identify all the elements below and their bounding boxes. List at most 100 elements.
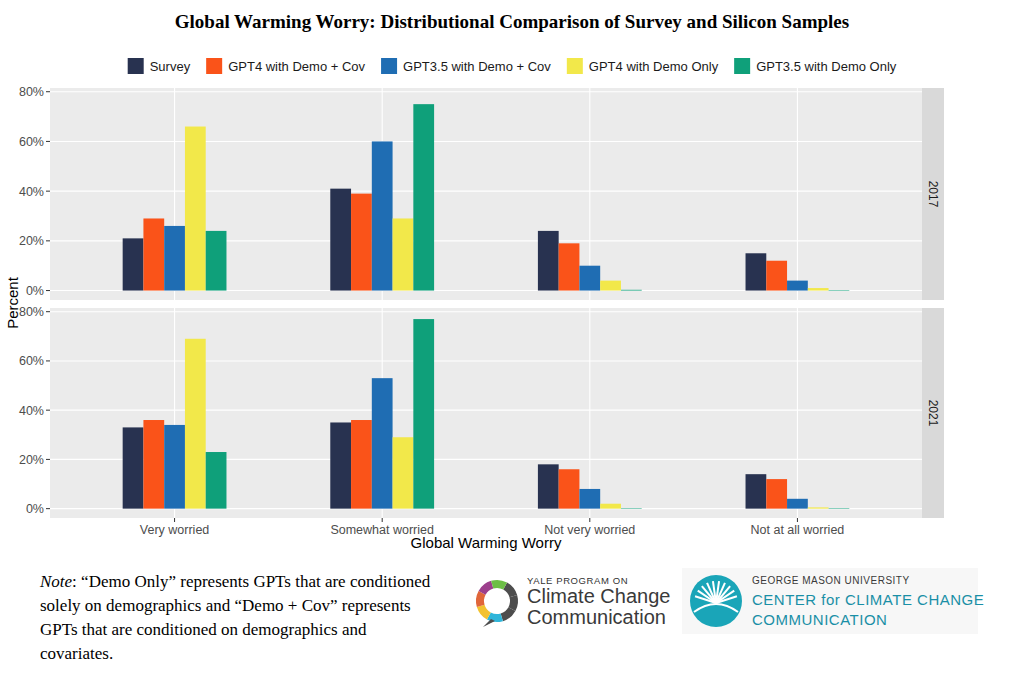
chart-root: Global Warming Worry: Distributional Com… — [0, 0, 1024, 674]
legend: Survey GPT4 with Demo + Cov GPT3.5 with De… — [128, 58, 897, 74]
note: Note: “Demo Only” represents GPTs that a… — [39, 572, 431, 663]
legend-label: Survey — [150, 59, 191, 74]
logo-ring — [512, 596, 514, 609]
bar — [559, 469, 580, 508]
logo-text: COMMUNICATION — [752, 611, 887, 628]
bar — [559, 243, 580, 290]
bar — [808, 288, 829, 290]
x-tick-label: Not at all worried — [751, 523, 845, 537]
bar — [538, 464, 559, 508]
y-tick-label: 40% — [19, 404, 44, 418]
y-tick — [46, 290, 50, 291]
note-line: covariates. — [40, 644, 113, 663]
facet-strip — [922, 88, 944, 300]
y-tick-label: 0% — [26, 502, 44, 516]
chart-title: Global Warming Worry: Distributional Com… — [175, 11, 849, 32]
bar — [579, 489, 600, 509]
x-grid-line — [797, 88, 798, 300]
y-tick — [46, 360, 50, 361]
note-label: Note — [39, 572, 73, 591]
legend-swatch — [128, 58, 144, 74]
legend-swatch — [206, 58, 222, 74]
note-line: solely on demographics and “Demo + Cov” … — [40, 596, 411, 615]
bar — [829, 290, 850, 291]
bar — [143, 420, 164, 509]
bar — [372, 378, 393, 508]
bar — [185, 127, 206, 291]
x-tick — [797, 518, 798, 522]
bar — [600, 281, 621, 291]
y-tick-label: 40% — [19, 185, 44, 199]
note-line: GPTs that are conditioned on demographic… — [40, 620, 367, 639]
bars — [123, 104, 850, 290]
bar — [621, 508, 642, 509]
bar — [330, 422, 351, 508]
logo-ring — [481, 606, 489, 616]
bar — [413, 104, 434, 290]
bar — [808, 507, 829, 508]
logo-ray — [716, 596, 737, 603]
legend-swatch — [381, 58, 397, 74]
bar — [143, 218, 164, 290]
logo-ring — [480, 593, 482, 606]
legend-label: GPT3.5 with Demo Only — [756, 59, 897, 74]
bar — [393, 218, 414, 290]
logo-ring — [502, 609, 512, 617]
page-background — [0, 0, 1024, 674]
facet-label: 2017 — [926, 181, 940, 208]
y-grid-line — [50, 191, 922, 192]
panel: 0%20%40%60%80%2017 — [19, 85, 944, 300]
y-grid-line — [50, 311, 922, 312]
logo-text: Communication — [527, 606, 666, 628]
logo-yale: YALE PROGRAM ONClimate ChangeCommunicati… — [480, 575, 670, 628]
y-axis-title: Percent — [4, 276, 21, 329]
legend-label: GPT3.5 with Demo + Cov — [403, 59, 551, 74]
bar — [787, 281, 808, 291]
bar — [600, 504, 621, 509]
legend-label: GPT4 with Demo Only — [589, 59, 719, 74]
y-grid-line — [50, 91, 922, 92]
x-tick — [589, 518, 590, 522]
y-tick-label: 80% — [19, 85, 44, 99]
y-tick — [46, 508, 50, 509]
bar — [351, 194, 372, 291]
bars — [123, 319, 850, 509]
bar — [123, 238, 144, 290]
bar — [579, 266, 600, 291]
legend-swatch — [567, 58, 583, 74]
logo-ring — [492, 584, 505, 586]
logo-wave — [694, 604, 738, 612]
bar — [164, 425, 185, 509]
plot-background — [50, 88, 922, 300]
bar — [746, 474, 767, 508]
y-tick-label: 60% — [19, 135, 44, 149]
x-axis-title: Global Warming Worry — [411, 534, 562, 551]
logo-gmu: GEORGE MASON UNIVERSITYCENTER for CLIMAT… — [682, 568, 984, 634]
legend-item: GPT4 with Demo Only — [567, 58, 719, 74]
facet-strip — [922, 308, 944, 518]
y-tick-label: 80% — [19, 305, 44, 319]
bar — [123, 427, 144, 508]
logo-text: Climate Change — [527, 585, 670, 607]
bar — [829, 508, 850, 509]
bar — [185, 339, 206, 509]
logo-ring — [489, 616, 502, 618]
note-text: : “Demo Only” represents GPTs that are c… — [72, 572, 431, 591]
legend-item: GPT4 with Demo + Cov — [206, 58, 365, 74]
logo-ring — [505, 586, 513, 596]
bar — [351, 420, 372, 509]
bar — [206, 452, 227, 509]
x-tick — [174, 518, 175, 522]
y-tick — [46, 410, 50, 411]
bar — [372, 141, 393, 290]
bar — [206, 231, 227, 291]
panel: 0%20%40%60%80%2021Very worriedSomewhat w… — [19, 305, 944, 537]
y-tick-label: 60% — [19, 354, 44, 368]
y-tick-label: 20% — [19, 234, 44, 248]
logo-circle — [690, 575, 742, 627]
plot-background — [50, 308, 922, 518]
y-grid-line — [50, 141, 922, 142]
bar — [766, 479, 787, 509]
x-grid-line — [797, 308, 798, 518]
bar — [621, 289, 642, 291]
